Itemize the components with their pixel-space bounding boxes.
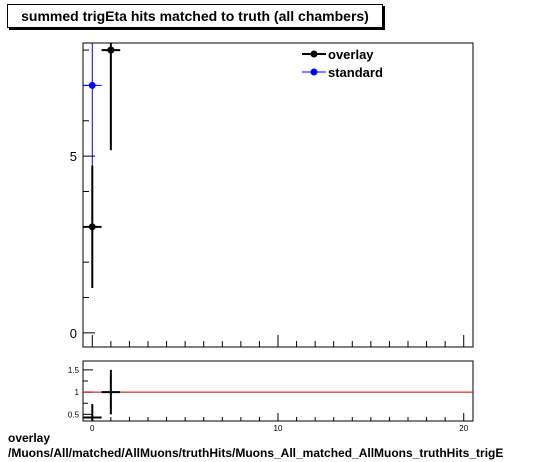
main-y-tick-label: 5	[70, 149, 77, 164]
legend-entry-overlay: overlay	[302, 47, 374, 62]
chart-title: summed trigEta hits matched to truth (al…	[21, 8, 369, 24]
ratio-y-tick-label: 0.5	[68, 410, 80, 419]
data-point-standard	[88, 81, 96, 89]
footer-label: overlay	[8, 431, 51, 445]
legend-label-overlay: overlay	[328, 47, 374, 62]
main-y-tick-label: 0	[70, 326, 77, 341]
main-plot-frame	[82, 42, 474, 348]
data-point-overlay	[88, 223, 96, 231]
main-axis-ticks: 05	[70, 49, 465, 347]
ratio-plot-frame	[82, 360, 474, 422]
ratio-plot-marks	[83, 369, 473, 421]
legend-label-standard: standard	[328, 65, 383, 80]
legend: overlay standard	[302, 47, 383, 80]
title-box: summed trigEta hits matched to truth (al…	[7, 4, 383, 28]
ratio-y-tick-label: 1	[75, 388, 80, 397]
ratio-x-tick-label: 20	[459, 424, 468, 433]
footer-path: /Muons/All/matched/AllMuons/truthHits/Mu…	[8, 446, 504, 460]
main-plot-marks	[83, 43, 121, 288]
legend-entry-standard: standard	[302, 65, 383, 80]
data-point-overlay	[107, 46, 115, 54]
ratio-x-tick-label: 10	[274, 424, 283, 433]
ratio-axis-ticks: 0.5 1 1.5 0 10 20	[68, 366, 469, 433]
ratio-x-tick-label: 0	[90, 424, 95, 433]
ratio-y-tick-label: 1.5	[68, 366, 80, 375]
